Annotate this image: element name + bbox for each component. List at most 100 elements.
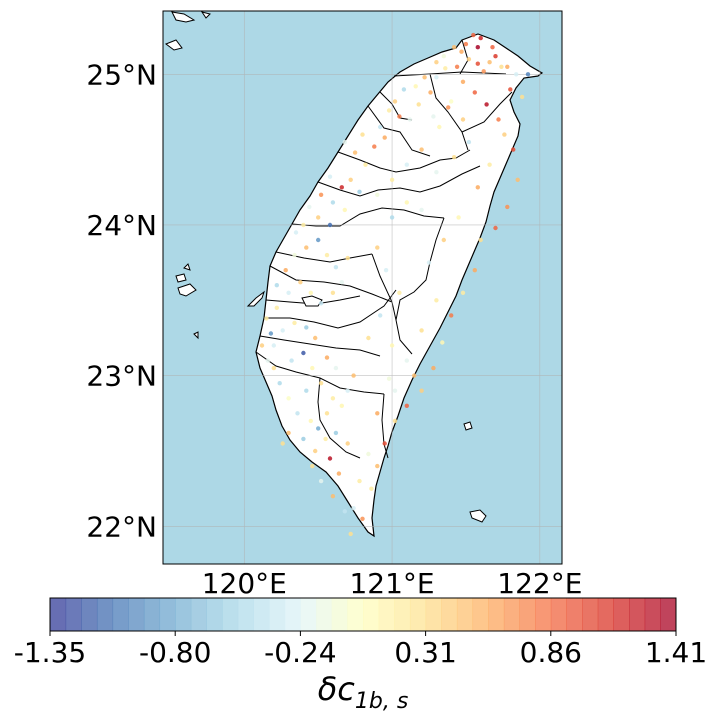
station-point	[369, 486, 374, 491]
station-point	[339, 185, 344, 190]
station-point	[333, 265, 339, 270]
colorbar-bin	[644, 598, 661, 631]
station-point	[449, 99, 454, 104]
station-point	[514, 72, 519, 77]
longitude-label: 120°E	[202, 567, 287, 600]
colorbar-bin	[503, 598, 520, 631]
station-point	[397, 290, 402, 295]
station-point	[434, 298, 439, 303]
station-point	[327, 222, 333, 228]
colorbar-tick-labels: -1.35 -0.80 -0.24 0.31 0.86 1.41	[14, 631, 707, 669]
station-point	[363, 162, 368, 167]
station-point	[428, 90, 433, 95]
station-point	[375, 463, 380, 469]
station-point	[324, 411, 330, 416]
colorbar-bin	[65, 598, 82, 631]
station-point	[389, 215, 395, 220]
station-point	[316, 237, 321, 243]
station-point	[426, 260, 432, 265]
station-point	[449, 313, 454, 318]
station-point	[271, 365, 276, 371]
colorbar-bin	[488, 598, 505, 631]
colorbar-bin	[284, 598, 301, 631]
station-point	[286, 396, 291, 401]
station-point	[493, 225, 498, 231]
colorbar-bin	[331, 598, 348, 631]
colorbar-tick-label: -0.80	[139, 636, 211, 669]
colorbar-bin	[629, 598, 646, 631]
station-point	[515, 177, 520, 182]
station-point	[289, 358, 294, 363]
station-point	[434, 170, 439, 175]
station-point	[404, 403, 409, 408]
colorbar-bin	[472, 598, 489, 631]
station-point	[392, 99, 398, 104]
station-point	[440, 340, 445, 345]
station-point	[339, 403, 344, 408]
colorbar-bin	[237, 598, 254, 631]
station-point	[293, 230, 299, 235]
colorbar-title-main: δc	[318, 670, 356, 708]
station-point	[419, 147, 424, 152]
station-point	[310, 365, 315, 371]
station-point	[280, 328, 285, 333]
station-point	[392, 388, 398, 393]
station-point	[451, 45, 457, 50]
map-frame	[162, 10, 563, 565]
station-point	[360, 516, 365, 521]
colorbar-bin	[394, 598, 411, 631]
longitude-label: 121°E	[349, 567, 434, 600]
station-point	[475, 45, 480, 50]
station-point	[375, 411, 380, 416]
county-boundaries	[255, 39, 513, 459]
station-point	[499, 64, 504, 70]
station-point	[478, 35, 483, 41]
colorbar-bin	[81, 598, 98, 631]
station-point	[493, 54, 498, 59]
station-point	[292, 252, 297, 258]
station-point	[345, 255, 350, 261]
station-point	[443, 66, 448, 71]
station-point	[308, 290, 313, 295]
latitude-labels: 25°N 24°N 23°N 22°N	[86, 58, 157, 543]
colorbar-tick-label: -0.24	[264, 636, 336, 669]
longitude-label: 122°E	[497, 567, 582, 600]
station-point	[475, 61, 480, 66]
station-point	[301, 222, 306, 228]
latitude-label: 23°N	[86, 360, 157, 393]
station-point	[434, 75, 439, 80]
station-point	[339, 280, 344, 285]
station-point	[478, 237, 483, 243]
station-point	[422, 75, 427, 80]
colorbar-bin	[441, 598, 458, 631]
station-point	[419, 207, 424, 213]
colorbar-bin	[206, 598, 223, 631]
latitude-label: 25°N	[86, 58, 157, 91]
station-point	[502, 132, 507, 137]
station-point	[280, 441, 285, 446]
colorbar-bin	[112, 598, 129, 631]
colorbar-bin	[190, 598, 207, 631]
station-point	[451, 155, 457, 160]
colorbar-bin	[597, 598, 614, 631]
colorbar-bin	[300, 598, 317, 631]
station-point	[307, 204, 312, 210]
station-point	[268, 331, 274, 336]
station-point	[404, 200, 409, 205]
colorbar-bin	[50, 598, 67, 631]
colorbar-bin	[613, 598, 630, 631]
colorbar-bin	[550, 598, 567, 631]
station-point	[274, 283, 279, 288]
station-point	[345, 388, 350, 393]
station-point	[366, 451, 371, 457]
colorbar-bin	[409, 598, 427, 631]
station-point	[352, 150, 358, 155]
station-point	[487, 162, 492, 167]
colorbar-bin	[347, 598, 364, 631]
colorbar-bin	[159, 598, 176, 631]
station-point	[304, 245, 309, 250]
station-point	[389, 343, 395, 348]
station-point	[386, 376, 392, 381]
station-point	[372, 144, 377, 149]
station-point	[505, 64, 510, 70]
